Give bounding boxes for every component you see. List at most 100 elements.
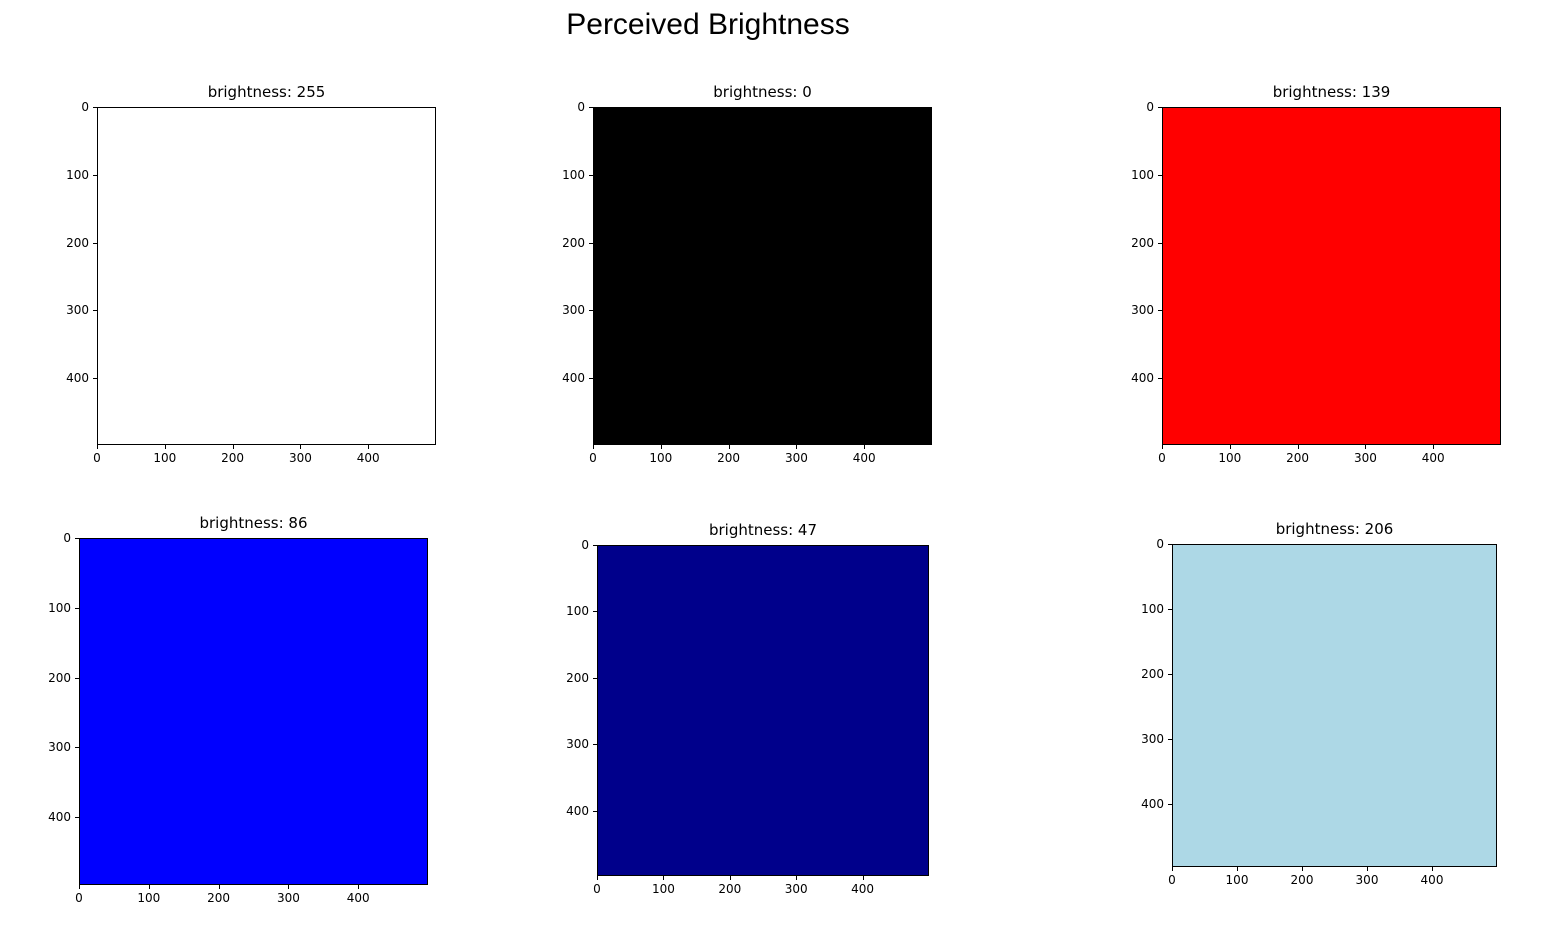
x-tick-label: 0: [1158, 451, 1166, 465]
y-tick-mark: [1168, 674, 1172, 675]
x-tick-mark: [796, 445, 798, 449]
y-tick-label: 300: [562, 303, 585, 318]
x-tick-label: 300: [288, 451, 312, 465]
y-tick-label: 300: [48, 740, 71, 755]
x-tick-mark: [1172, 867, 1173, 871]
x-tick-label: 0: [93, 451, 101, 465]
subplot-title: brightness: 86: [199, 514, 308, 532]
x-tick-label: 0: [589, 451, 597, 465]
x-tick-mark: [218, 885, 220, 889]
y-tick-mark: [589, 378, 593, 380]
y-tick-label: 100: [562, 167, 585, 182]
subplot-title: brightness: 47: [708, 521, 818, 539]
image-plot-area: [593, 107, 932, 445]
x-tick-mark: [368, 445, 370, 449]
y-tick-mark: [93, 310, 97, 312]
y-tick-label: 400: [1141, 797, 1164, 811]
y-tick-mark: [589, 107, 593, 108]
x-tick-label: 0: [1168, 873, 1176, 887]
x-tick-mark: [148, 885, 150, 889]
y-tick-label: 300: [1131, 303, 1154, 318]
x-tick-label: 100: [1225, 873, 1249, 887]
x-tick-mark: [663, 876, 665, 880]
x-tick-label: 200: [207, 891, 231, 905]
y-tick-mark: [593, 677, 597, 679]
x-tick-mark: [1297, 445, 1299, 449]
x-tick-label: 400: [1421, 451, 1445, 465]
x-tick-label: 400: [356, 451, 380, 465]
y-tick-label: 200: [1141, 667, 1164, 681]
y-tick-label: 200: [48, 670, 71, 685]
x-tick-mark: [864, 445, 866, 449]
y-tick-label: 100: [66, 167, 89, 182]
x-tick-mark: [1229, 445, 1231, 449]
image-plot-area: [97, 107, 436, 445]
x-tick-label: 400: [851, 882, 875, 896]
y-tick-label: 400: [1131, 371, 1154, 386]
x-tick-label: 200: [1290, 873, 1314, 887]
y-tick-mark: [75, 538, 79, 539]
y-tick-mark: [589, 310, 593, 312]
y-tick-mark: [589, 242, 593, 244]
x-tick-mark: [1367, 867, 1368, 871]
x-tick-label: 0: [75, 891, 83, 905]
x-tick-label: 400: [1420, 873, 1444, 887]
x-tick-label: 300: [1355, 873, 1379, 887]
y-tick-mark: [593, 611, 597, 613]
y-tick-mark: [93, 107, 97, 108]
x-tick-label: 400: [346, 891, 370, 905]
y-tick-mark: [1168, 804, 1172, 805]
image-plot-area: [79, 538, 428, 885]
x-tick-label: 200: [718, 882, 742, 896]
y-tick-label: 0: [81, 100, 89, 114]
x-tick-mark: [597, 876, 598, 880]
x-tick-mark: [729, 876, 731, 880]
x-tick-label: 300: [276, 891, 300, 905]
y-tick-mark: [93, 174, 97, 176]
y-tick-label: 400: [48, 810, 71, 825]
subplot-title: brightness: 0: [713, 83, 812, 101]
x-tick-label: 100: [137, 891, 161, 905]
image-plot-area: [597, 545, 929, 876]
subplot-title: brightness: 139: [1272, 83, 1391, 101]
y-tick-mark: [593, 744, 597, 746]
x-tick-label: 300: [784, 882, 808, 896]
x-tick-mark: [1365, 445, 1367, 449]
x-tick-mark: [660, 445, 662, 449]
x-tick-mark: [288, 885, 290, 889]
y-tick-mark: [1158, 242, 1162, 244]
y-tick-mark: [75, 747, 79, 749]
y-tick-label: 200: [66, 235, 89, 250]
y-tick-mark: [593, 545, 597, 546]
y-tick-label: 0: [1156, 537, 1164, 551]
x-tick-mark: [1237, 867, 1238, 871]
y-tick-label: 300: [1141, 732, 1164, 746]
y-tick-label: 400: [562, 371, 585, 386]
y-tick-mark: [75, 607, 79, 609]
subplot-title: brightness: 255: [207, 83, 326, 101]
y-tick-label: 300: [66, 303, 89, 318]
y-tick-label: 100: [1141, 602, 1164, 616]
x-tick-label: 0: [593, 882, 601, 896]
image-plot-area: [1162, 107, 1501, 445]
y-tick-mark: [1168, 544, 1172, 545]
y-tick-label: 200: [566, 670, 589, 685]
subplot-title: brightness: 206: [1275, 520, 1394, 538]
y-tick-mark: [1168, 609, 1172, 610]
x-tick-label: 100: [1218, 451, 1242, 465]
x-tick-label: 300: [1353, 451, 1377, 465]
y-tick-mark: [75, 817, 79, 819]
x-tick-mark: [796, 876, 798, 880]
y-tick-mark: [593, 810, 597, 812]
x-tick-label: 200: [221, 451, 245, 465]
x-tick-mark: [1432, 867, 1433, 871]
y-tick-label: 400: [66, 371, 89, 386]
x-tick-mark: [79, 885, 80, 889]
x-tick-label: 200: [1286, 451, 1310, 465]
image-plot-area: [1172, 544, 1497, 867]
y-tick-mark: [93, 378, 97, 380]
y-tick-mark: [1158, 174, 1162, 176]
x-tick-mark: [232, 445, 234, 449]
y-tick-label: 100: [1131, 167, 1154, 182]
x-tick-label: 400: [852, 451, 876, 465]
